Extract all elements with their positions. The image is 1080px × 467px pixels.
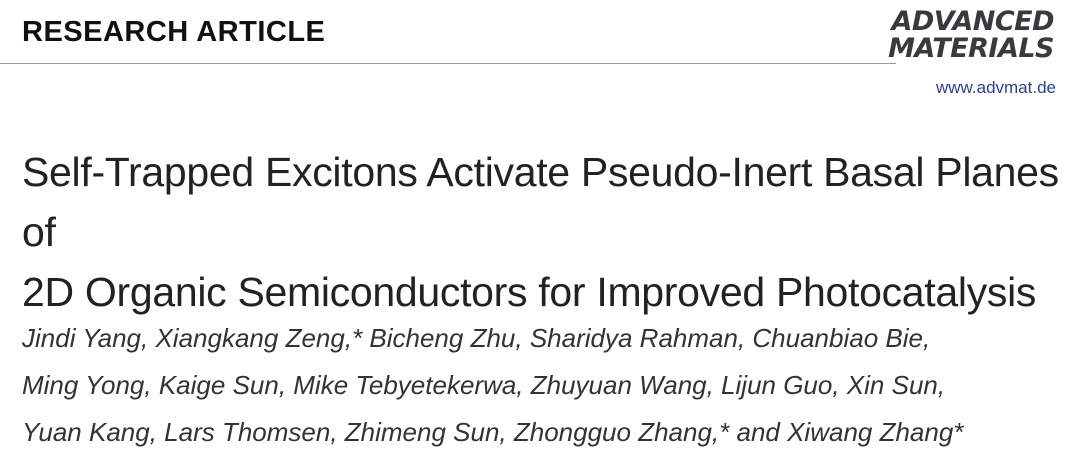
author-line: Ming Yong, Kaige Sun, Mike Tebyetekerwa,…	[22, 370, 946, 400]
author-list: Jindi Yang, Xiangkang Zeng,* Bicheng Zhu…	[22, 315, 963, 456]
section-label: RESEARCH ARTICLE	[22, 16, 326, 48]
journal-url-link[interactable]: www.advmat.de	[936, 78, 1056, 97]
journal-logo: ADVANCED MATERIALS	[888, 8, 1054, 62]
author-line: Yuan Kang, Lars Thomsen, Zhimeng Sun, Zh…	[22, 417, 964, 447]
article-title: Self-Trapped Excitons Activate Pseudo-In…	[22, 142, 1080, 322]
title-line: 2D Organic Semiconductors for Improved P…	[22, 269, 1037, 315]
logo-line: ADVANCED	[891, 6, 1054, 37]
author-line: Jindi Yang, Xiangkang Zeng,* Bicheng Zhu…	[22, 323, 931, 353]
header-divider	[0, 63, 896, 64]
title-line: Self-Trapped Excitons Activate Pseudo-In…	[22, 149, 1059, 255]
logo-line: MATERIALS	[888, 33, 1054, 64]
